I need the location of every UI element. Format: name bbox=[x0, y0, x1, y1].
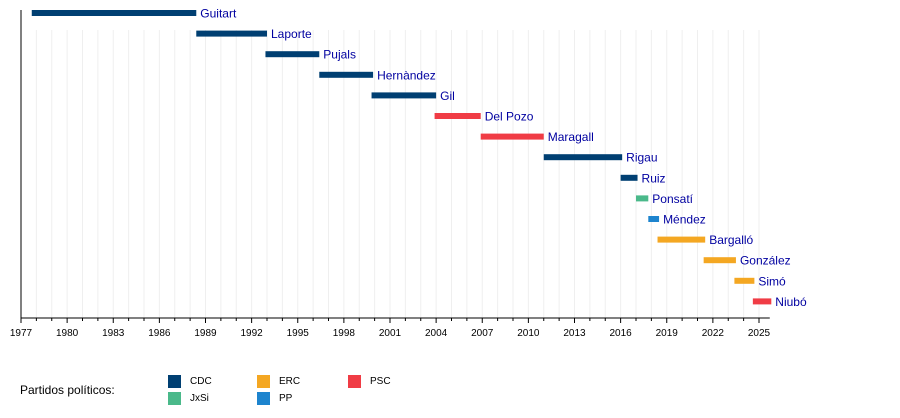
bar-label: Hernàndez bbox=[377, 68, 436, 82]
bar-gil bbox=[371, 92, 437, 99]
tick-label: 2007 bbox=[471, 328, 494, 339]
tick-label: 2025 bbox=[748, 328, 771, 339]
bar-label: Rigau bbox=[626, 151, 657, 165]
tick-label: 1998 bbox=[333, 328, 356, 339]
tick-label: 1995 bbox=[287, 328, 310, 339]
bar-pujals bbox=[265, 51, 320, 58]
timeline-chart: Guitart Laporte Pujals Hernàndez Gil Del Pozo… bbox=[10, 7, 807, 340]
bar-label: Ruiz bbox=[642, 171, 666, 185]
legend: Partidos políticos: CDC JxSi ERC PP PSC bbox=[20, 372, 520, 412]
bar-laporte bbox=[196, 30, 267, 37]
bar-label: González bbox=[740, 254, 791, 268]
tick-label: 1986 bbox=[148, 328, 171, 339]
bar-simó bbox=[734, 277, 755, 284]
legend-swatch-psc bbox=[348, 375, 361, 388]
bar-label: Méndez bbox=[663, 213, 706, 227]
legend-label: PP bbox=[279, 393, 293, 404]
bar-label: Laporte bbox=[271, 27, 312, 41]
tick-label: 2001 bbox=[379, 328, 402, 339]
legend-label: ERC bbox=[279, 376, 301, 387]
axes bbox=[20, 10, 770, 319]
bar-label: Gil bbox=[440, 89, 455, 103]
legend-label: JxSi bbox=[190, 393, 209, 404]
bar-guitart bbox=[31, 10, 197, 16]
legend-swatch-jxsi bbox=[168, 392, 181, 405]
legend-label: CDC bbox=[190, 376, 212, 387]
tick-label: 1977 bbox=[10, 328, 33, 339]
bar-label: Simó bbox=[758, 274, 786, 288]
legend-swatch-cdc bbox=[168, 375, 181, 388]
legend-label: PSC bbox=[370, 376, 391, 387]
bar-maragall bbox=[480, 133, 544, 140]
bar-niubó bbox=[752, 298, 772, 305]
legend-swatch-erc bbox=[257, 375, 270, 388]
tick-label: 2010 bbox=[517, 328, 540, 339]
tick-label: 1980 bbox=[56, 328, 79, 339]
tick-label: 2016 bbox=[610, 328, 633, 339]
bar-label: Bargalló bbox=[709, 233, 753, 247]
bar-bargalló bbox=[657, 236, 706, 243]
bar-label: Niubó bbox=[775, 295, 807, 309]
bar-label: Maragall bbox=[548, 130, 594, 144]
bar-del-pozo bbox=[434, 113, 481, 119]
bar-label: Ponsatí bbox=[652, 192, 693, 206]
bar-gonzález bbox=[703, 257, 736, 264]
bar-hernàndez bbox=[319, 71, 374, 78]
bar-ruiz bbox=[620, 174, 638, 181]
tick-label: 2022 bbox=[702, 328, 725, 339]
tick-label: 2004 bbox=[425, 328, 448, 339]
legend-swatch-pp bbox=[257, 392, 270, 405]
bar-label: Del Pozo bbox=[485, 110, 534, 124]
tick-label: 1992 bbox=[241, 328, 264, 339]
gridlines bbox=[35, 30, 760, 318]
bar-méndez bbox=[648, 216, 660, 222]
bar-ponsatí bbox=[636, 195, 649, 202]
tick-label: 1989 bbox=[194, 328, 217, 339]
tick-label: 1983 bbox=[102, 328, 125, 339]
bar-label: Pujals bbox=[323, 48, 356, 62]
tick-label: 2019 bbox=[656, 328, 679, 339]
bars-group: Guitart Laporte Pujals Hernàndez Gil Del Pozo… bbox=[31, 7, 807, 309]
bar-rigau bbox=[543, 154, 623, 161]
bar-label: Guitart bbox=[200, 7, 237, 21]
legend-title: Partidos políticos: bbox=[20, 383, 115, 397]
tick-label: 2013 bbox=[563, 328, 586, 339]
x-axis-ticks: 1977 1980 1983 1986 1989 1992 1995 1998 2001 2004… bbox=[10, 318, 771, 339]
